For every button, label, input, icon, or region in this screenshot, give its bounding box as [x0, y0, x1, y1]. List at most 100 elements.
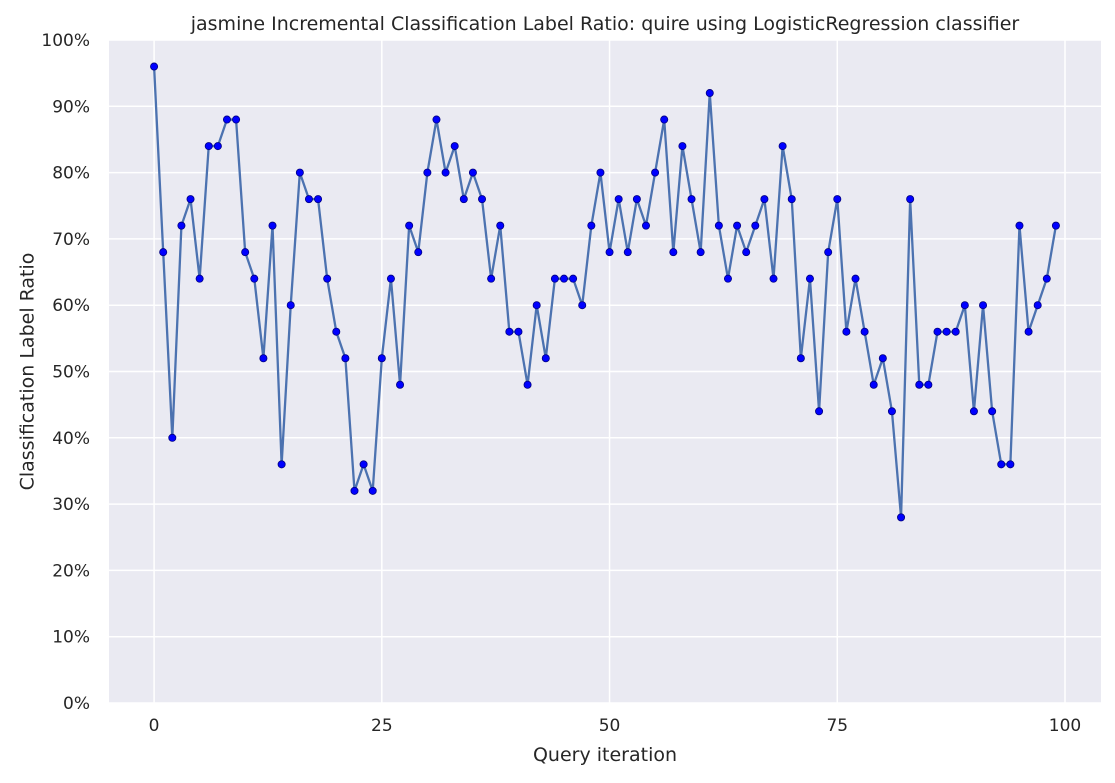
data-point — [1015, 221, 1024, 230]
data-point — [405, 221, 414, 230]
data-point — [478, 195, 487, 204]
data-point — [933, 327, 942, 336]
data-point — [578, 301, 587, 310]
data-point — [550, 274, 559, 283]
data-point — [241, 248, 250, 257]
data-point — [641, 221, 650, 230]
data-point — [596, 168, 605, 177]
data-point — [669, 248, 678, 257]
data-point — [359, 460, 368, 469]
data-point — [377, 354, 386, 363]
data-point — [942, 327, 951, 336]
data-point — [979, 301, 988, 310]
data-point — [605, 248, 614, 257]
data-point — [232, 115, 241, 124]
data-point — [295, 168, 304, 177]
data-point — [259, 354, 268, 363]
data-point — [805, 274, 814, 283]
data-point — [150, 62, 159, 71]
data-point — [969, 407, 978, 416]
x-tick-label: 25 — [371, 716, 393, 736]
y-tick-label: 90% — [52, 97, 90, 117]
data-point — [897, 513, 906, 522]
data-point — [614, 195, 623, 204]
y-tick-label: 10% — [52, 628, 90, 648]
data-point — [541, 354, 550, 363]
data-point — [459, 195, 468, 204]
data-point — [341, 354, 350, 363]
data-point — [304, 195, 313, 204]
data-point — [869, 380, 878, 389]
y-tick-label: 70% — [52, 230, 90, 250]
data-point — [323, 274, 332, 283]
data-point — [751, 221, 760, 230]
data-point — [760, 195, 769, 204]
data-point — [441, 168, 450, 177]
y-tick-label: 0% — [63, 694, 90, 714]
data-point — [514, 327, 523, 336]
data-point — [851, 274, 860, 283]
data-point — [1033, 301, 1042, 310]
data-point — [560, 274, 569, 283]
x-tick-label: 100 — [1049, 716, 1081, 736]
x-tick-label: 0 — [149, 716, 160, 736]
data-point — [505, 327, 514, 336]
data-point — [887, 407, 896, 416]
y-tick-label: 20% — [52, 561, 90, 581]
data-point — [332, 327, 341, 336]
data-point — [569, 274, 578, 283]
data-point — [778, 142, 787, 151]
data-point — [878, 354, 887, 363]
data-point — [742, 248, 751, 257]
data-point — [696, 248, 705, 257]
y-tick-label: 80% — [52, 164, 90, 184]
data-point — [350, 486, 359, 495]
data-point — [523, 380, 532, 389]
data-point — [277, 460, 286, 469]
data-point — [714, 221, 723, 230]
x-axis-ticks: 0 25 50 75 100 — [149, 716, 1082, 736]
data-point — [314, 195, 323, 204]
data-point — [496, 221, 505, 230]
data-point — [960, 301, 969, 310]
y-tick-label: 60% — [52, 296, 90, 316]
data-point — [860, 327, 869, 336]
data-point — [623, 248, 632, 257]
data-point — [213, 142, 222, 151]
data-point — [833, 195, 842, 204]
data-points — [150, 62, 1060, 522]
y-axis-ticks: 0% 10% 20% 30% 40% 50% 60% 70% 80% 90% 100% — [41, 31, 90, 714]
data-point — [414, 248, 423, 257]
data-point — [787, 195, 796, 204]
chart-title: jasmine Incremental Classification Label… — [190, 13, 1020, 35]
x-tick-label: 50 — [599, 716, 621, 736]
data-point — [906, 195, 915, 204]
data-point — [660, 115, 669, 124]
data-point — [168, 433, 177, 442]
data-point — [1051, 221, 1060, 230]
data-point — [951, 327, 960, 336]
data-point — [286, 301, 295, 310]
data-point — [468, 168, 477, 177]
data-point — [915, 380, 924, 389]
data-point — [842, 327, 851, 336]
data-series-line — [152, 66, 1058, 519]
data-point — [824, 248, 833, 257]
y-tick-label: 30% — [52, 495, 90, 515]
grid-lines — [109, 39, 1101, 704]
data-point — [186, 195, 195, 204]
data-point — [450, 142, 459, 151]
data-point — [268, 221, 277, 230]
data-point — [487, 274, 496, 283]
data-point — [1006, 460, 1015, 469]
data-point — [1024, 327, 1033, 336]
data-point — [815, 407, 824, 416]
data-point — [368, 486, 377, 495]
data-point — [651, 168, 660, 177]
data-point — [204, 142, 213, 151]
data-point — [1042, 274, 1051, 283]
y-axis-label: Classification Label Ratio — [17, 253, 39, 491]
data-point — [396, 380, 405, 389]
